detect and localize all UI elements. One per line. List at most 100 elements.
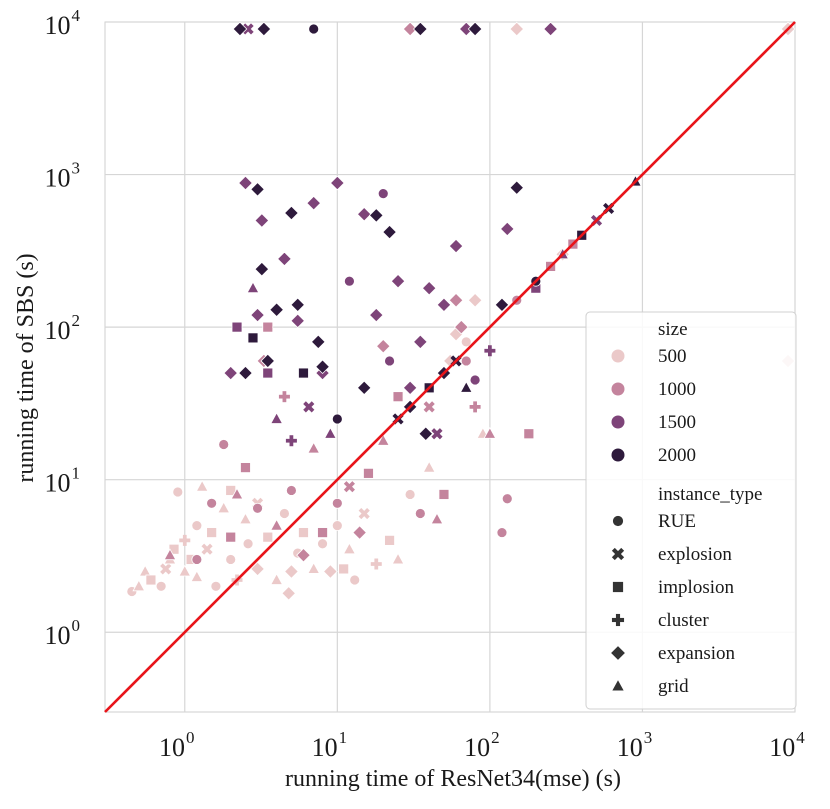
data-point-plus xyxy=(278,391,290,403)
data-point-circle xyxy=(252,502,263,514)
data-point-triangle xyxy=(195,479,209,492)
data-point-diamond xyxy=(467,21,483,37)
data-point-diamond xyxy=(448,292,464,308)
data-point-diamond xyxy=(269,302,284,318)
x-tick-label: 103 xyxy=(617,728,653,762)
data-point-diamond xyxy=(390,273,406,289)
data-point-diamond xyxy=(375,338,391,354)
data-point-diamond xyxy=(254,213,270,228)
x-tick-label: 100 xyxy=(159,728,195,762)
data-point-diamond xyxy=(413,334,428,350)
data-point-x xyxy=(343,481,355,493)
data-point-diamond xyxy=(277,251,292,267)
data-point-diamond xyxy=(454,319,469,335)
data-point-x xyxy=(303,401,315,413)
data-point-plus xyxy=(179,534,191,546)
data-point-square xyxy=(523,428,535,440)
data-point-triangle xyxy=(270,573,284,585)
data-point-triangle xyxy=(422,460,436,473)
data-point-circle xyxy=(155,580,167,592)
data-point-x xyxy=(423,401,435,413)
tick-labels: 100 101 102 103 104 100 101 102 103 104 xyxy=(45,6,806,762)
data-point-triangle xyxy=(430,512,444,525)
data-point-triangle xyxy=(138,564,152,577)
reference-line-y-equals-x xyxy=(104,21,796,713)
data-point-triangle xyxy=(163,548,177,561)
data-point-diamond xyxy=(250,561,265,577)
data-point-diamond xyxy=(290,297,306,313)
legend-type-label: implosion xyxy=(658,577,735,598)
data-point-plus xyxy=(469,401,481,413)
y-tick-label: 104 xyxy=(45,6,81,40)
data-point-diamond xyxy=(260,353,276,369)
data-point-diamond xyxy=(413,21,428,37)
y-tick-label: 103 xyxy=(45,159,81,193)
legend-size-swatch xyxy=(611,448,625,462)
data-point-circle xyxy=(414,508,426,519)
data-point-triangle xyxy=(376,433,390,446)
data-point-diamond xyxy=(402,21,418,37)
data-point-triangle xyxy=(132,579,146,592)
data-point-diamond xyxy=(323,564,338,579)
data-point-square xyxy=(145,574,157,586)
y-tick-label: 102 xyxy=(45,311,81,345)
x-axis-label: running time of ResNet34(mse) (s) xyxy=(285,766,621,792)
data-point-circle xyxy=(349,574,361,586)
data-point-circle xyxy=(191,520,203,531)
data-point-diamond xyxy=(250,307,265,323)
data-point-circle xyxy=(344,275,355,287)
data-point-x xyxy=(242,23,254,35)
legend-size-title: size xyxy=(658,319,688,340)
data-point-diamond xyxy=(509,21,525,37)
data-point-diamond xyxy=(238,175,253,191)
data-point-diamond xyxy=(306,195,322,211)
data-point-x xyxy=(201,543,213,555)
data-point-diamond xyxy=(543,21,558,37)
y-tick-label: 101 xyxy=(45,464,81,498)
legend-type-label: cluster xyxy=(658,610,709,631)
data-point-diamond xyxy=(256,21,272,37)
data-point-triangle xyxy=(239,512,252,525)
data-point-circle xyxy=(377,188,389,200)
data-point-diamond xyxy=(281,585,297,601)
data-point-square xyxy=(262,321,274,333)
data-point-square xyxy=(363,467,374,479)
data-point-diamond xyxy=(330,175,345,191)
data-point-square xyxy=(338,563,350,575)
reference-line-layer xyxy=(104,21,796,713)
legend-type-label: explosion xyxy=(658,544,732,565)
legend-size-swatch xyxy=(611,349,625,363)
data-point-square xyxy=(298,527,309,538)
data-point-diamond xyxy=(436,297,452,313)
data-point-square xyxy=(262,531,274,543)
legend: size 500 1000 1500 2000 instance_type RUE ex… xyxy=(585,311,797,710)
legend-type-label: grid xyxy=(658,676,689,697)
legend-type-label: expansion xyxy=(658,643,736,664)
data-point-circle xyxy=(496,527,508,538)
data-point-square xyxy=(438,489,450,500)
data-point-diamond xyxy=(284,564,299,579)
data-point-circle xyxy=(460,336,472,348)
legend-size-label: 2000 xyxy=(658,445,696,466)
data-point-diamond xyxy=(448,238,464,254)
legend-size-label: 500 xyxy=(658,346,687,367)
data-point-diamond xyxy=(284,205,299,221)
data-point-diamond xyxy=(232,21,248,37)
data-point-diamond xyxy=(223,365,239,381)
data-point-circle xyxy=(384,355,395,367)
data-point-diamond xyxy=(250,182,265,197)
data-points xyxy=(126,21,796,601)
legend-type-label: RUE xyxy=(658,511,696,532)
data-point-diamond xyxy=(296,547,311,563)
data-point-triangle xyxy=(270,518,284,531)
data-point-triangle xyxy=(459,380,473,393)
data-point-circle xyxy=(279,508,290,519)
legend-type-marker-triangle xyxy=(610,678,626,692)
data-point-triangle xyxy=(307,441,321,454)
data-point-triangle xyxy=(190,570,204,582)
data-point-triangle xyxy=(391,552,405,565)
data-point-diamond xyxy=(382,224,397,240)
legend-type-title: instance_type xyxy=(658,484,762,505)
data-point-circle xyxy=(331,520,343,531)
